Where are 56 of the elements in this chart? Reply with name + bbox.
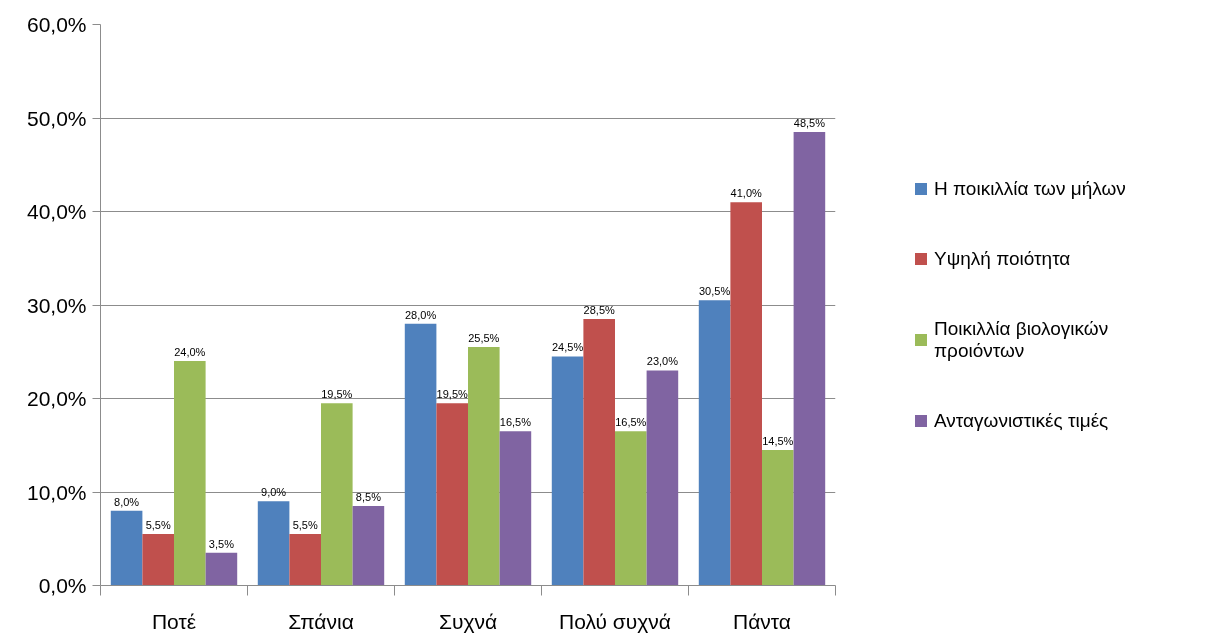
data-label: 23,0% <box>646 355 679 368</box>
data-label: 8,5% <box>355 491 382 504</box>
data-label: 5,5% <box>145 519 171 532</box>
bar <box>142 534 174 586</box>
bar <box>321 403 353 586</box>
data-label: 25,5% <box>468 332 500 345</box>
data-label: 48,5% <box>793 117 826 130</box>
bar <box>257 501 290 586</box>
bar <box>730 202 762 586</box>
bar <box>698 300 731 586</box>
bar <box>404 323 437 586</box>
bar <box>110 510 143 586</box>
y-tick-label: 30,0% <box>26 293 87 317</box>
bar <box>352 506 385 586</box>
y-tick-label: 20,0% <box>26 387 87 410</box>
y-tick-label: 60,0% <box>26 13 87 36</box>
legend-label: Υψηλή ποιότητα <box>934 247 1071 270</box>
bar <box>174 361 206 586</box>
y-tick-label: 40,0% <box>26 200 87 223</box>
bar <box>615 431 647 586</box>
bar <box>499 431 532 586</box>
x-tick-label: Πολύ συχνά <box>559 609 671 633</box>
bar <box>468 347 500 586</box>
data-label: 16,5% <box>499 416 532 429</box>
data-label: 3,5% <box>208 537 235 550</box>
bar <box>436 403 468 586</box>
x-tick-label: Σπάνια <box>288 609 354 633</box>
legend-label: Ανταγωνιστικές τιμές <box>934 409 1109 432</box>
data-label: 28,5% <box>583 304 616 317</box>
data-label: 9,0% <box>261 486 287 499</box>
x-tick-label: Συχνά <box>438 609 498 633</box>
legend-label: Ποικιλλία βιολογικών προιόντων <box>934 317 1109 362</box>
x-tick-label: Ποτέ <box>151 609 197 633</box>
bar <box>646 370 679 586</box>
data-label: 41,0% <box>730 187 763 200</box>
data-label: 24,0% <box>174 346 206 359</box>
legend-label: Η ποικιλλία των μήλων <box>934 177 1126 200</box>
data-label: 30,5% <box>699 285 731 298</box>
data-label: 19,5% <box>436 388 469 401</box>
x-tick-label: Πάντα <box>733 609 791 633</box>
data-label: 28,0% <box>405 308 437 321</box>
data-label: 14,5% <box>762 434 794 447</box>
y-tick-label: 50,0% <box>26 106 87 130</box>
data-label: 16,5% <box>615 416 647 429</box>
bar <box>793 132 826 586</box>
data-label: 24,5% <box>552 341 584 354</box>
data-label: 19,5% <box>321 388 353 401</box>
bar <box>762 449 794 586</box>
bar <box>289 534 321 586</box>
bar <box>205 552 238 586</box>
bar <box>583 319 615 586</box>
y-tick-label: 10,0% <box>26 480 87 504</box>
bar <box>551 356 584 586</box>
data-label: 8,0% <box>114 495 140 508</box>
data-label: 5,5% <box>292 519 318 532</box>
y-tick-label: 0,0% <box>38 574 87 597</box>
